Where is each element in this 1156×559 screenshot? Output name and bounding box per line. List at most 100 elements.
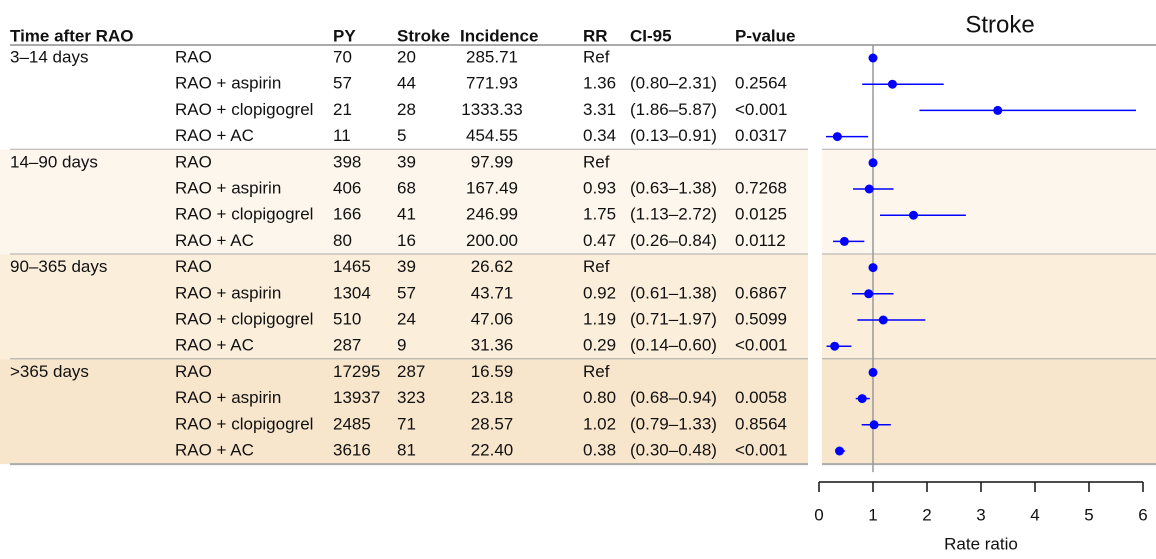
py: 398 — [333, 152, 361, 171]
column-header: P-value — [735, 26, 795, 45]
ci: (0.61–1.38) — [630, 283, 717, 302]
p-value: 0.2564 — [735, 74, 787, 93]
forest-bg — [822, 45, 1156, 150]
ci: (0.26–0.84) — [630, 231, 717, 250]
treatment: RAO — [175, 152, 212, 171]
column-header: Time after RAO — [10, 26, 133, 45]
treatment: RAO + aspirin — [175, 74, 281, 93]
py: 21 — [333, 100, 352, 119]
point — [864, 184, 874, 194]
incidence: 26.62 — [471, 257, 514, 276]
rr: 1.19 — [583, 309, 616, 328]
ci: (0.63–1.38) — [630, 178, 717, 197]
ci: (0.80–2.31) — [630, 74, 717, 93]
rr: 0.80 — [583, 388, 616, 407]
p-value: <0.001 — [735, 336, 787, 355]
py: 166 — [333, 205, 361, 224]
stroke: 44 — [397, 74, 416, 93]
x-tick-label: 1 — [868, 505, 877, 524]
group-bg — [0, 149, 808, 255]
x-tick-label: 5 — [1084, 505, 1093, 524]
p-value: 0.6867 — [735, 283, 787, 302]
ci: (0.71–1.97) — [630, 309, 717, 328]
rr: 0.93 — [583, 178, 616, 197]
p-value: 0.0317 — [735, 126, 787, 145]
point — [887, 79, 897, 89]
ci: (0.14–0.60) — [630, 336, 717, 355]
incidence: 97.99 — [471, 152, 514, 171]
rr: Ref — [583, 152, 610, 171]
x-tick-label: 0 — [814, 505, 823, 524]
group-label: 14–90 days — [10, 152, 98, 171]
column-header: RR — [583, 26, 608, 45]
treatment: RAO + AC — [175, 440, 254, 459]
incidence: 47.06 — [471, 309, 514, 328]
forest-bg — [822, 149, 1156, 255]
p-value: 0.7268 — [735, 178, 787, 197]
ci: (1.86–5.87) — [630, 100, 717, 119]
py: 287 — [333, 336, 361, 355]
rr: 0.34 — [583, 126, 616, 145]
incidence: 22.40 — [471, 440, 514, 459]
point — [868, 367, 878, 377]
treatment: RAO + aspirin — [175, 178, 281, 197]
rr: 1.75 — [583, 205, 616, 224]
stroke: 5 — [397, 126, 406, 145]
p-value: 0.0058 — [735, 388, 787, 407]
ci: (0.30–0.48) — [630, 440, 717, 459]
stroke: 71 — [397, 414, 416, 433]
treatment: RAO + AC — [175, 231, 254, 250]
stroke: 9 — [397, 336, 406, 355]
point — [868, 53, 878, 63]
incidence: 28.57 — [471, 414, 514, 433]
py: 17295 — [333, 362, 380, 381]
stroke: 28 — [397, 100, 416, 119]
py: 1465 — [333, 257, 371, 276]
stroke: 323 — [397, 388, 425, 407]
stroke: 39 — [397, 152, 416, 171]
incidence: 23.18 — [471, 388, 514, 407]
chart-title: Stroke — [965, 11, 1034, 38]
point — [909, 210, 918, 220]
rr: 0.92 — [583, 283, 616, 302]
column-header: PY — [333, 26, 356, 45]
incidence: 246.99 — [466, 205, 518, 224]
incidence: 1333.33 — [461, 100, 522, 119]
stroke: 16 — [397, 231, 416, 250]
treatment: RAO + AC — [175, 336, 254, 355]
py: 406 — [333, 178, 361, 197]
p-value: <0.001 — [735, 440, 787, 459]
column-header: Stroke — [397, 26, 450, 45]
x-tick-label: 6 — [1138, 505, 1147, 524]
incidence: 454.55 — [466, 126, 518, 145]
point — [835, 446, 845, 456]
point — [878, 315, 888, 325]
group-bg — [0, 359, 808, 465]
incidence: 285.71 — [466, 47, 518, 66]
p-value: 0.5099 — [735, 309, 787, 328]
x-tick-label: 2 — [922, 505, 931, 524]
stroke: 287 — [397, 362, 425, 381]
incidence: 31.36 — [471, 336, 514, 355]
point — [839, 236, 849, 246]
ci: (0.79–1.33) — [630, 414, 717, 433]
incidence: 16.59 — [471, 362, 514, 381]
stroke: 68 — [397, 178, 416, 197]
treatment: RAO — [175, 47, 212, 66]
ci: (0.68–0.94) — [630, 388, 717, 407]
treatment: RAO + clopigogrel — [175, 100, 313, 119]
column-header: Incidence — [460, 26, 538, 45]
x-tick-label: 3 — [976, 505, 985, 524]
forest-bg — [822, 359, 1156, 465]
point — [993, 105, 1003, 115]
treatment: RAO + AC — [175, 126, 254, 145]
incidence: 771.93 — [466, 74, 518, 93]
point — [869, 420, 879, 430]
rr: 3.31 — [583, 100, 616, 119]
x-tick-label: 4 — [1030, 505, 1039, 524]
incidence: 167.49 — [466, 178, 518, 197]
rr: 1.02 — [583, 414, 616, 433]
py: 3616 — [333, 440, 371, 459]
